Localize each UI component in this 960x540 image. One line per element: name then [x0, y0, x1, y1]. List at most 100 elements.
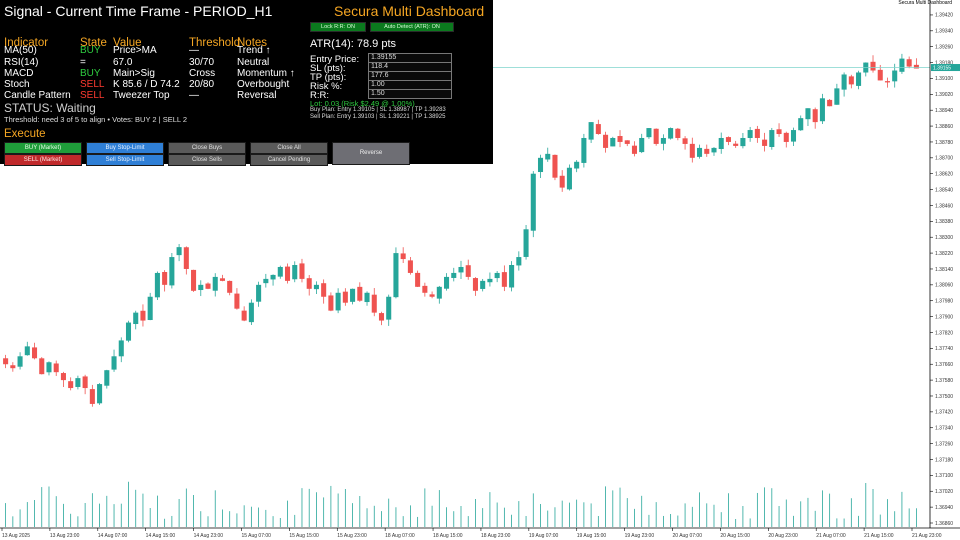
candle-body [646, 128, 652, 138]
candle-body [24, 346, 30, 356]
candle-body [537, 157, 544, 173]
sell-market-button[interactable]: SELL (Market) [4, 154, 82, 166]
row-value: Tweezer Top [113, 90, 170, 101]
close-sells-button[interactable]: Close Sells [168, 154, 246, 166]
candlesticks [3, 53, 919, 407]
entry-price-label: Entry Price: [310, 54, 360, 65]
rr-input[interactable]: 1.50 [368, 89, 452, 99]
reverse-button[interactable]: Reverse [332, 142, 410, 165]
time-tick-label: 15 Aug 07:00 [241, 533, 271, 539]
time-tick-label: 19 Aug 07:00 [529, 533, 559, 539]
row-value: 67.0 [113, 57, 133, 68]
candle-body [306, 278, 312, 289]
candle-body [133, 312, 139, 325]
candle-body [581, 137, 587, 163]
close-buys-button[interactable]: Close Buys [168, 142, 246, 154]
candle-body [631, 145, 638, 154]
row-state: BUY [80, 68, 101, 79]
candle-body [574, 161, 580, 169]
price-tick-label: 1.39420 [935, 13, 953, 19]
time-tick-label: 21 Aug 23:00 [912, 533, 942, 539]
candle-body [205, 283, 211, 289]
candle-body [89, 389, 95, 404]
lock-rr-toggle[interactable]: Lock R:R: ON [310, 22, 366, 32]
candle-body [819, 98, 825, 122]
candle-body [53, 363, 59, 373]
candle-body [422, 285, 428, 293]
candle-body [639, 137, 645, 153]
sell-stop-limit-button[interactable]: Sell Stop-Limit [86, 154, 164, 166]
brand-title: Secura Multi Dashboard [334, 3, 485, 19]
time-tick-label: 13 Aug 2025 [2, 533, 30, 539]
cancel-pending-button[interactable]: Cancel Pending [250, 154, 328, 166]
candle-body [436, 286, 442, 299]
candle-body [292, 265, 298, 280]
indicator-corner-label: Secura Multi Dashboard [898, 0, 952, 6]
row-state: SELL [80, 90, 105, 101]
candle-body [241, 310, 247, 321]
candle-body [248, 302, 254, 323]
close-all-button[interactable]: Close All [250, 142, 328, 154]
panel-title: Signal - Current Time Frame - PERIOD_H1 [4, 3, 273, 19]
candle-body [783, 132, 789, 142]
price-tick-label: 1.37740 [935, 346, 953, 352]
price-tick-label: 1.37820 [935, 330, 953, 336]
candle-body [545, 153, 551, 160]
candle-body [118, 340, 124, 357]
row-state: BUY [80, 45, 101, 56]
candle-body [321, 283, 327, 297]
candle-body [277, 266, 283, 277]
header-value: Value [113, 37, 142, 49]
candle-body [617, 136, 623, 142]
candle-body [415, 272, 421, 287]
candle-body [704, 148, 710, 154]
candle-body [378, 313, 385, 321]
time-axis[interactable]: 13 Aug 2025 13 Aug 23:00 14 Aug 07:00 14 Au… [1, 528, 942, 539]
row-threshold: 30/70 [189, 57, 215, 68]
candle-body [140, 310, 146, 321]
auto-detect-atr-toggle[interactable]: Auto Detect (ATR): ON [370, 22, 454, 32]
candle-body [856, 72, 862, 86]
time-tick-label: 19 Aug 23:00 [625, 533, 655, 539]
candle-body [364, 292, 370, 303]
execute-heading: Execute [4, 128, 46, 140]
row-indicator: Candle Pattern [4, 90, 71, 101]
sl-points-label: SL (pts): [310, 63, 346, 74]
row-threshold: — [189, 90, 199, 101]
row-indicator: Stoch [4, 79, 30, 90]
candle-body [668, 128, 674, 139]
buy-market-button[interactable]: BUY (Market) [4, 142, 82, 154]
price-tick-label: 1.37580 [935, 378, 953, 384]
candle-body [603, 134, 609, 148]
candle-body [97, 384, 103, 404]
candle-body [350, 288, 356, 302]
row-indicator: RSI(14) [4, 57, 39, 68]
price-tick-label: 1.38140 [935, 267, 953, 273]
candle-body [689, 143, 695, 158]
candle-body [342, 291, 348, 303]
row-value: K 85.6 / D 74.2 [113, 79, 180, 90]
price-tick-label: 1.39180 [935, 60, 953, 66]
buy-stop-limit-button[interactable]: Buy Stop-Limit [86, 142, 164, 154]
header-threshold: Threshold [189, 37, 241, 49]
candle-body [46, 362, 52, 373]
time-tick-label: 14 Aug 15:00 [146, 533, 176, 539]
candle-body [624, 140, 630, 144]
time-tick-label: 20 Aug 15:00 [720, 533, 750, 539]
candle-body [313, 284, 319, 290]
time-tick-label: 14 Aug 07:00 [98, 533, 128, 539]
candle-body [147, 296, 153, 321]
candle-body [407, 260, 413, 273]
price-axis[interactable]: 1.39420 1.39340 1.39260 1.39180 1.39100 1.390… [930, 13, 953, 527]
candle-body [530, 173, 536, 231]
price-tick-label: 1.37900 [935, 314, 953, 320]
price-tick-label: 1.37340 [935, 426, 953, 432]
candle-body [400, 253, 406, 260]
candle-body [877, 69, 883, 81]
candle-body [494, 272, 500, 279]
time-tick-label: 21 Aug 07:00 [816, 533, 846, 539]
price-tick-label: 1.38460 [935, 203, 953, 209]
candle-body [501, 272, 507, 287]
row-value: Price>MA [113, 45, 157, 56]
